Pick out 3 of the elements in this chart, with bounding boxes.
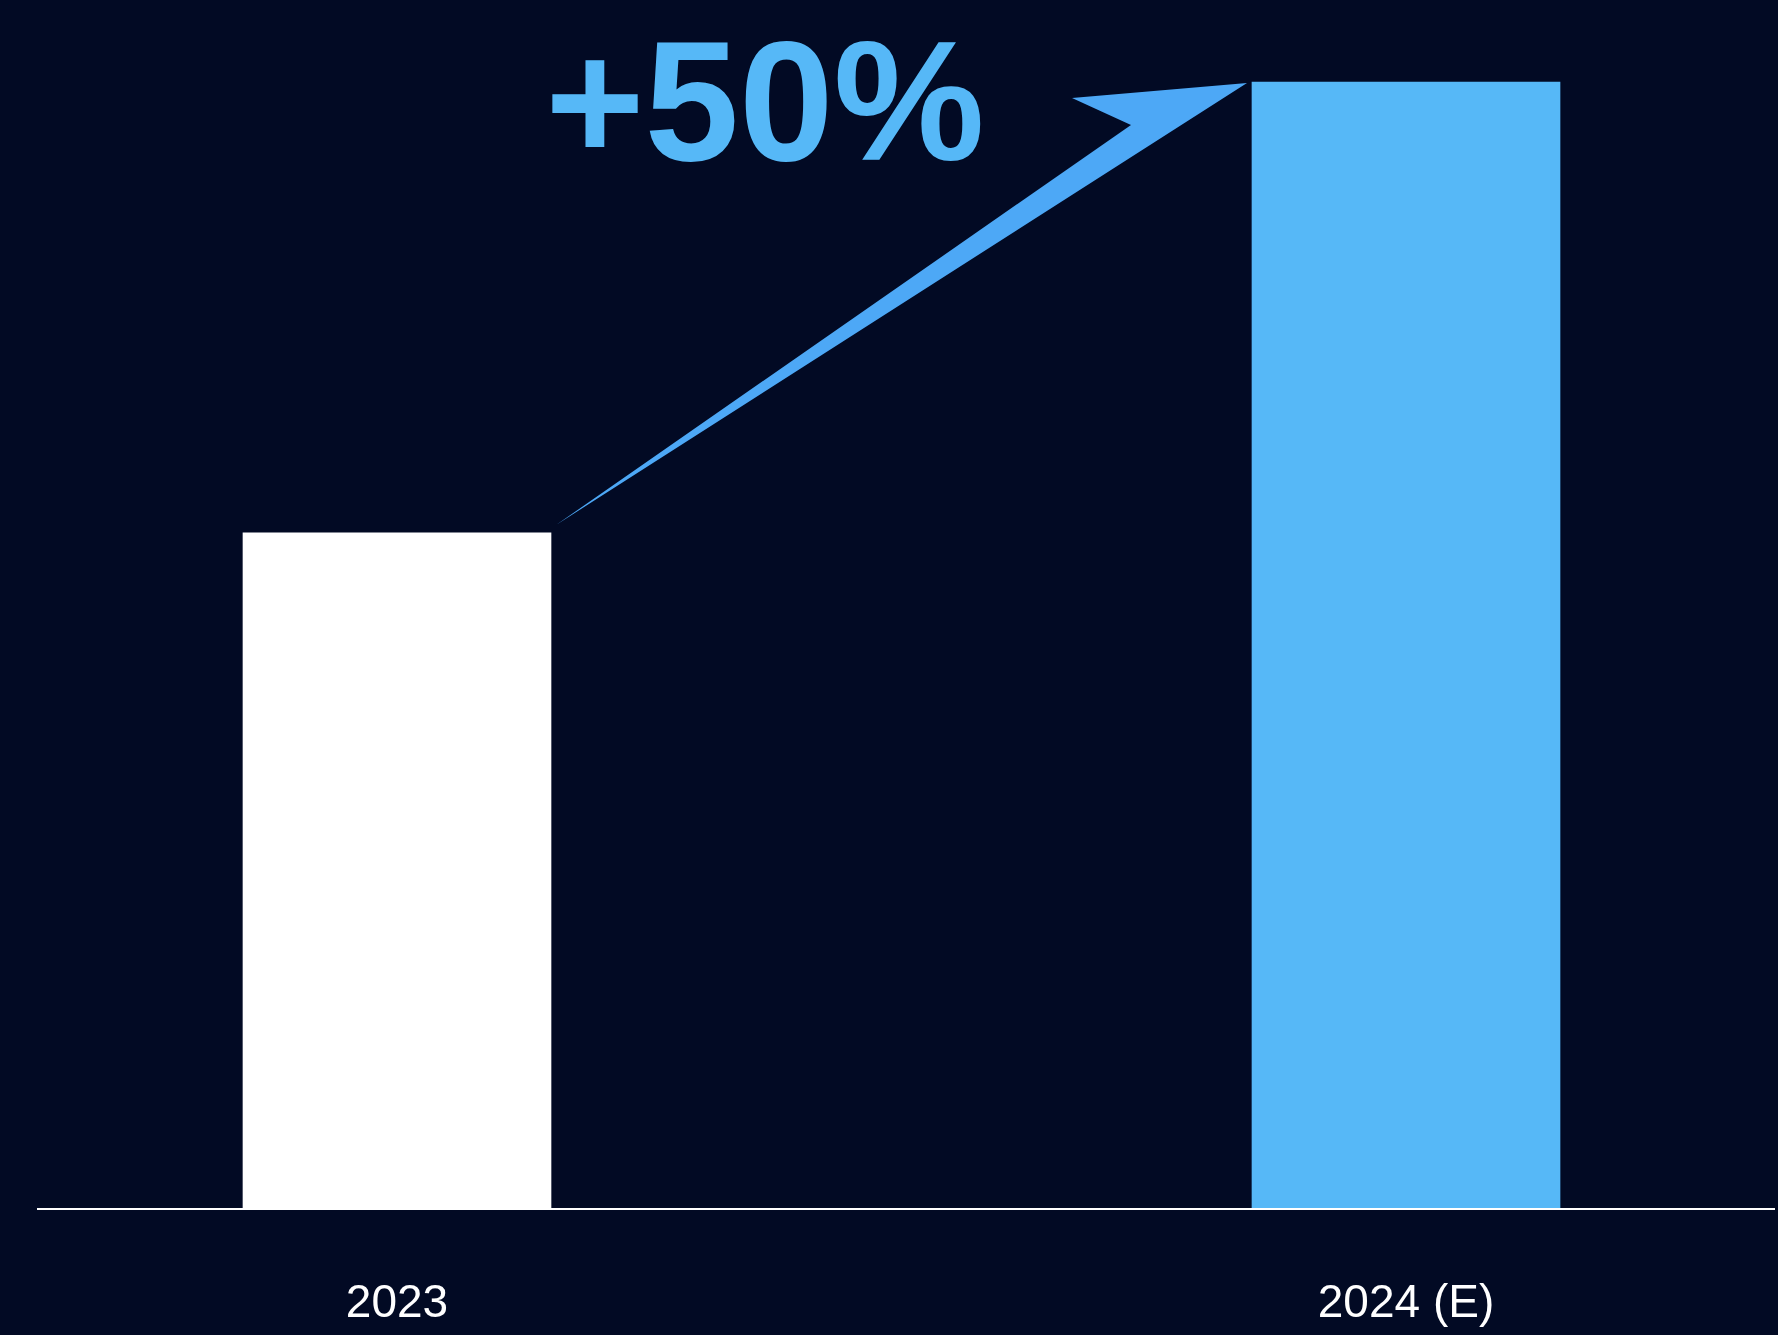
x-tick-label: 2024 (E) [1317, 1275, 1495, 1328]
annotation: +50% [545, 6, 985, 196]
x-tick-label: 2023 [345, 1275, 449, 1328]
